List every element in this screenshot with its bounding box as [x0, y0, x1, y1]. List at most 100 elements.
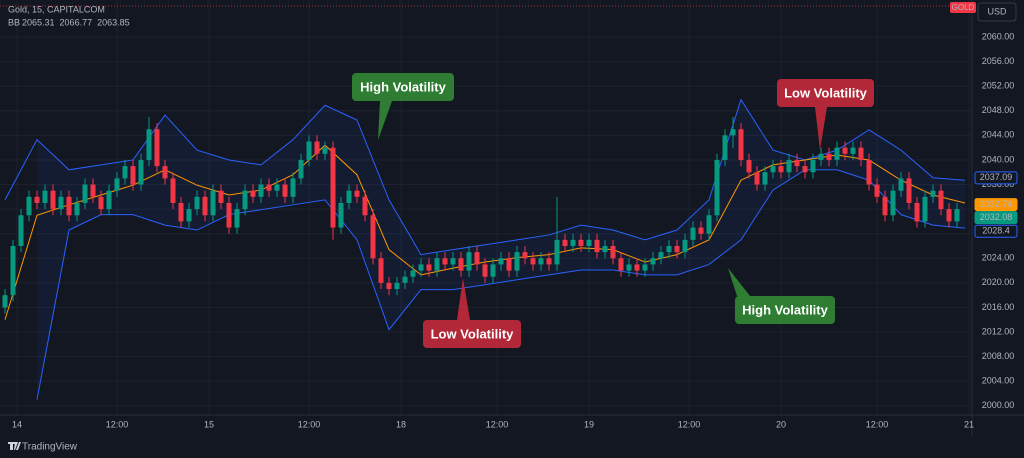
candle-body	[178, 202, 184, 222]
candle-body	[162, 166, 168, 179]
candle-body	[538, 258, 544, 265]
indicator-value: 2063.85	[97, 17, 130, 27]
price-label: 2032.74	[980, 199, 1013, 209]
candle-body	[698, 227, 704, 234]
candle-body	[738, 129, 744, 160]
price-label-bg	[974, 171, 1018, 185]
annotation-text: Low Volatility	[431, 326, 515, 341]
candle-body	[186, 209, 192, 222]
annotation-pointer	[378, 101, 392, 140]
currency[interactable]: USD	[987, 6, 1007, 16]
candle-body	[786, 159, 792, 173]
candle-body	[514, 252, 520, 271]
candle-body	[250, 190, 256, 197]
candle-body	[898, 178, 904, 191]
annotation-pointer	[815, 107, 827, 150]
annotation-box	[777, 79, 874, 107]
candle-body	[226, 202, 232, 228]
candle-body	[378, 258, 384, 283]
candle-body	[106, 190, 112, 210]
annotation-text: High Volatility	[360, 79, 446, 94]
candle-body	[66, 196, 72, 216]
candle-body	[34, 196, 40, 203]
candle-body	[394, 282, 400, 290]
candle-body	[218, 190, 224, 203]
candle-body	[754, 172, 760, 185]
y-tick-label: 2044.00	[982, 130, 1015, 140]
candle-body	[722, 135, 728, 160]
candle-body	[362, 196, 368, 216]
candle-body	[922, 196, 928, 222]
candle-body	[866, 159, 872, 185]
candle-body	[570, 239, 576, 246]
price-label-bg	[974, 224, 1018, 238]
currency-button[interactable]	[977, 2, 1017, 22]
candle-body	[114, 178, 120, 191]
x-tick-label: 12:00	[106, 419, 129, 429]
candle-body	[242, 190, 248, 210]
candle-body	[74, 202, 80, 216]
y-tick-label: 2060.00	[982, 31, 1015, 41]
candle-body	[202, 196, 208, 216]
candle-body	[346, 190, 352, 203]
y-tick-label: 2024.00	[982, 253, 1015, 263]
candle-body	[338, 202, 344, 228]
candle-body	[282, 184, 288, 197]
candle-body	[658, 252, 664, 259]
candle-body	[802, 166, 808, 173]
candle-body	[634, 264, 640, 271]
candle-body	[410, 270, 416, 277]
y-tick-label: 2012.00	[982, 326, 1015, 336]
x-tick-label: 15	[204, 419, 214, 429]
x-tick-label: 21	[964, 419, 974, 429]
candle-body	[554, 239, 560, 265]
candle-body	[938, 190, 944, 210]
candle-body	[818, 153, 824, 160]
annotation-box	[735, 296, 835, 324]
candle-body	[626, 264, 632, 271]
x-tick-label: 12:00	[866, 419, 889, 429]
candle-body	[650, 258, 656, 265]
candle-body	[890, 190, 896, 216]
candle-body	[418, 264, 424, 271]
candle-body	[90, 184, 96, 197]
candle-body	[666, 245, 672, 253]
candle-body	[602, 245, 608, 253]
candle-body	[946, 209, 952, 222]
candle-body	[730, 129, 736, 136]
candle-body	[642, 264, 648, 271]
symbol-badge-bg	[950, 2, 976, 13]
candle-body	[562, 239, 568, 246]
candle-body	[426, 264, 432, 271]
candle-body	[794, 159, 800, 167]
x-tick-label: 12:00	[298, 419, 321, 429]
candle-body	[954, 209, 960, 222]
candle-body	[258, 184, 264, 197]
y-tick-label: 2056.00	[982, 56, 1015, 66]
y-tick-label: 2008.00	[982, 351, 1015, 361]
candle-body	[386, 282, 392, 290]
candle-body	[402, 276, 408, 283]
candle-body	[610, 245, 616, 259]
x-tick-label: 19	[584, 419, 594, 429]
candle-body	[506, 258, 512, 271]
y-tick-label: 2016.00	[982, 302, 1015, 312]
candle-body	[930, 190, 936, 197]
candle-body	[482, 264, 488, 277]
candle-body	[458, 258, 464, 271]
candle-body	[810, 159, 816, 173]
candle-body	[210, 190, 216, 216]
y-tick-label: 2040.00	[982, 154, 1015, 164]
x-tick-label: 12:00	[678, 419, 701, 429]
band-fill	[37, 99, 965, 400]
candle-body	[306, 141, 312, 160]
candle-body	[858, 147, 864, 160]
candle-body	[842, 147, 848, 154]
candle-body	[314, 141, 320, 154]
candle-body	[490, 264, 496, 277]
candle-body	[586, 239, 592, 246]
candle-body	[834, 147, 840, 160]
candle-body	[82, 184, 88, 203]
candle-body	[546, 258, 552, 265]
